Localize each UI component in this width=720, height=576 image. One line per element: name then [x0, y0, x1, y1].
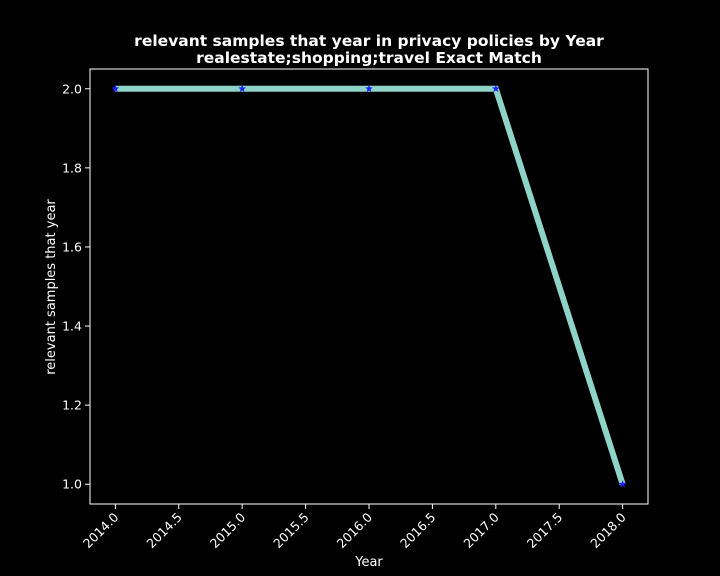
- data-point-star-marker: [618, 480, 627, 488]
- data-point-star-marker: [492, 84, 500, 93]
- y-axis-label: relevant samples that year: [44, 199, 59, 375]
- plot-frame: [89, 68, 649, 505]
- y-tick-label: 1.4: [62, 319, 82, 334]
- data-point-star-marker: [365, 84, 373, 93]
- data-point-star-marker: [111, 84, 120, 93]
- x-axis-label: Year: [354, 555, 383, 570]
- series-layer: [111, 84, 627, 488]
- y-tick-label: 2.0: [62, 81, 82, 96]
- data-point-star-marker: [238, 84, 246, 93]
- chart-subtitle: realestate;shopping;travel Exact Match: [196, 49, 542, 67]
- y-tick-label: 1.8: [62, 160, 82, 175]
- y-tick-label: 1.2: [62, 398, 82, 413]
- chart-title: relevant samples that year in privacy po…: [134, 32, 604, 50]
- y-tick-label: 1.0: [62, 477, 82, 492]
- y-tick-label: 1.6: [62, 239, 82, 254]
